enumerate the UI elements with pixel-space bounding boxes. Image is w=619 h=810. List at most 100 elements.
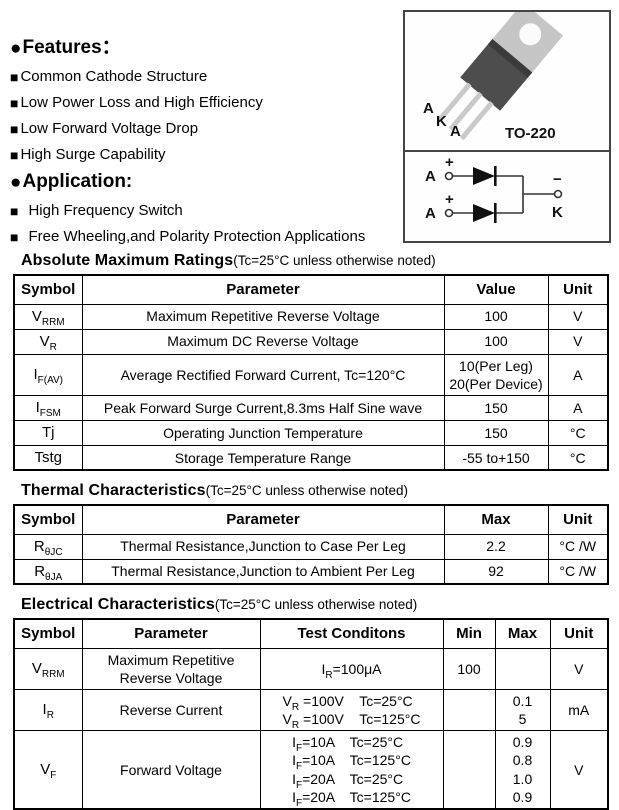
table-header-row: Symbol Parameter Max Unit	[13, 504, 609, 535]
application-heading-label: Application:	[22, 171, 133, 192]
plus-sign: +	[445, 191, 454, 208]
min-cell	[442, 688, 496, 732]
test-conditions-cell: IR=100μA	[259, 647, 444, 690]
value-cell: 10(Per Leg) 20(Per Device)	[443, 353, 549, 396]
to220-body-drawing	[437, 12, 564, 141]
application-item: ■ Free Wheeling,and Polarity Protection …	[10, 224, 402, 250]
section-subtitle: (Tc=25°C unless otherwise noted)	[233, 253, 436, 268]
feature-item: ■ Low Forward Voltage Drop	[10, 116, 402, 142]
parameter-cell: Forward Voltage	[81, 730, 261, 810]
table-row: VRRM Maximum Repetitive Reverse Voltage …	[13, 647, 609, 690]
square-bullet-icon: ■	[10, 147, 19, 163]
anode-label: A	[425, 205, 436, 222]
table-row: IF(AV) Average Rectified Forward Current…	[13, 353, 609, 396]
feature-item: ■ High Surge Capability	[10, 142, 402, 168]
circuit-wires	[444, 171, 563, 218]
symbol-cell: Tstg	[13, 444, 83, 471]
section-title: Absolute Maximum Ratings(Tc=25°C unless …	[21, 252, 607, 270]
application-item-label: High Frequency Switch	[28, 202, 183, 219]
column-header: Max	[494, 618, 551, 649]
circuit-panel: + A + A − K	[405, 152, 609, 241]
table-row: RθJA Thermal Resistance,Junction to Ambi…	[13, 558, 609, 585]
circle-bullet-icon: ●	[10, 171, 22, 193]
unit-cell: V	[549, 647, 609, 690]
column-header: Max	[443, 504, 549, 535]
symbol-cell: Tj	[13, 419, 83, 446]
thermal-characteristics-section: Thermal Characteristics(Tc=25°C unless o…	[13, 482, 609, 585]
feature-item: ■ Low Power Loss and High Efficiency	[10, 90, 402, 116]
package-image-panel: A K A TO-220	[405, 12, 609, 152]
section-title: Electrical Characteristics(Tc=25°C unles…	[21, 596, 607, 614]
parameter-cell: Peak Forward Surge Current,8.3ms Half Si…	[81, 394, 445, 421]
feature-item: ■ Common Cathode Structure	[10, 64, 402, 90]
unit-cell: mA	[549, 688, 609, 732]
unit-cell: °C	[547, 419, 609, 446]
package-name-label: TO-220	[505, 125, 556, 142]
column-header: Parameter	[81, 274, 445, 305]
table-row: VR Maximum DC Reverse Voltage 100 V	[13, 328, 609, 355]
section-title-text: Absolute Maximum Ratings	[21, 252, 234, 269]
symbol-cell: VRRM	[13, 647, 83, 690]
diode-symbol	[473, 203, 497, 223]
column-header: Parameter	[81, 618, 261, 649]
common-cathode-circuit-diagram: + A + A − K	[425, 154, 563, 223]
feature-item-label: Common Cathode Structure	[20, 68, 208, 85]
unit-cell: V	[547, 303, 609, 330]
value-cell: -55 to+150	[443, 444, 549, 471]
features-heading-label: Features：	[22, 37, 121, 58]
features-section: ● Features： ■ Common Cathode Structure ■…	[10, 36, 402, 250]
square-bullet-icon: ■	[10, 69, 19, 85]
max-cell: 92	[443, 558, 549, 585]
value-cell: 150	[443, 394, 549, 421]
diode-symbol	[473, 166, 497, 186]
application-item-label: Free Wheeling,and Polarity Protection Ap…	[28, 228, 366, 245]
parameter-cell: Reverse Current	[81, 688, 261, 732]
parameter-cell: Thermal Resistance,Junction to Case Per …	[81, 533, 445, 560]
symbol-cell: RθJC	[13, 533, 83, 560]
unit-cell: A	[547, 394, 609, 421]
max-cell: 0.1 5	[494, 688, 551, 732]
section-title: Thermal Characteristics(Tc=25°C unless o…	[21, 482, 607, 500]
table-row: VRRM Maximum Repetitive Reverse Voltage …	[13, 303, 609, 330]
cathode-label: K	[552, 204, 563, 221]
application-heading: ● Application:	[10, 170, 402, 194]
pin-label-anode: A	[423, 100, 434, 117]
table-row: Tstg Storage Temperature Range -55 to+15…	[13, 444, 609, 471]
parameter-cell: Average Rectified Forward Current, Tc=12…	[81, 353, 445, 396]
absolute-maximum-ratings-table: Symbol Parameter Value Unit VRRM Maximum…	[13, 274, 609, 472]
unit-cell: V	[549, 730, 609, 810]
electrical-characteristics-table: Symbol Parameter Test Conditons Min Max …	[13, 618, 609, 810]
unit-cell: °C	[547, 444, 609, 471]
parameter-cell: Thermal Resistance,Junction to Ambient P…	[81, 558, 445, 585]
parameter-cell: Maximum Repetitive Reverse Voltage	[81, 303, 445, 330]
min-cell	[442, 730, 496, 810]
column-header: Symbol	[13, 274, 83, 305]
to220-package-image: A K A TO-220	[423, 12, 564, 142]
column-header: Unit	[547, 274, 609, 305]
anode-label: A	[425, 168, 436, 185]
table-row: IFSM Peak Forward Surge Current,8.3ms Ha…	[13, 394, 609, 421]
table-row: VF Forward Voltage IF=10A Tc=25°C IF=10A…	[13, 730, 609, 810]
max-cell	[494, 647, 551, 690]
features-heading: ● Features：	[10, 36, 402, 60]
absolute-maximum-ratings-section: Absolute Maximum Ratings(Tc=25°C unless …	[13, 252, 609, 472]
parameter-cell: Operating Junction Temperature	[81, 419, 445, 446]
value-cell: 100	[443, 303, 549, 330]
table-header-row: Symbol Parameter Test Conditons Min Max …	[13, 618, 609, 649]
square-bullet-icon: ■	[10, 203, 19, 219]
minus-sign: −	[553, 171, 562, 188]
square-bullet-icon: ■	[10, 229, 19, 245]
pin-label-cathode: K	[436, 113, 447, 130]
section-title-text: Electrical Characteristics	[21, 596, 215, 613]
column-header: Unit	[549, 618, 609, 649]
square-bullet-icon: ■	[10, 121, 19, 137]
feature-item-label: Low Power Loss and High Efficiency	[20, 94, 263, 111]
symbol-cell: VF	[13, 730, 83, 810]
parameter-cell: Maximum DC Reverse Voltage	[81, 328, 445, 355]
symbol-cell: IF(AV)	[13, 353, 83, 396]
column-header: Value	[443, 274, 549, 305]
parameter-cell: Maximum Repetitive Reverse Voltage	[81, 647, 261, 690]
table-row: IR Reverse Current VR =100V Tc=25°C VR =…	[13, 688, 609, 732]
feature-item-label: High Surge Capability	[20, 146, 166, 163]
column-header: Test Conditons	[259, 618, 444, 649]
